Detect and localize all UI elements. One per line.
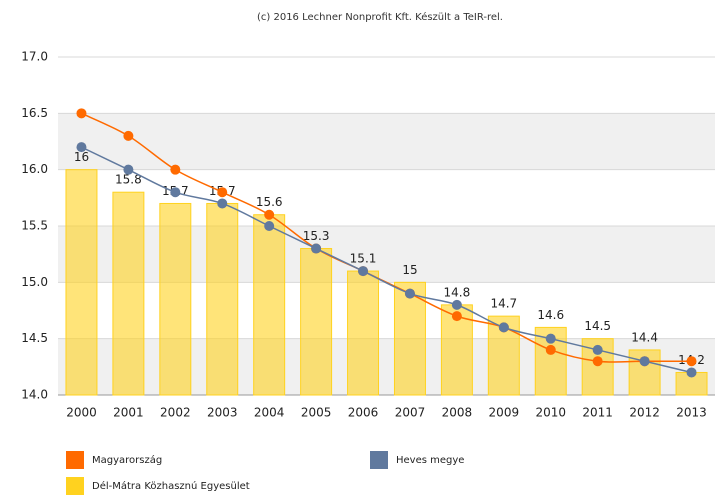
x-tick-label: 2005 — [301, 406, 332, 420]
point — [217, 187, 228, 198]
y-tick-label: 15.5 — [21, 219, 48, 233]
bar — [65, 169, 98, 396]
point — [76, 142, 87, 153]
point — [639, 356, 650, 367]
data-label: 15.8 — [115, 173, 142, 187]
x-tick-label: 2013 — [676, 406, 707, 420]
point — [498, 322, 509, 333]
point — [592, 344, 603, 355]
y-tick-label: 17.0 — [21, 50, 48, 64]
x-tick-label: 2010 — [535, 406, 566, 420]
bar — [253, 214, 286, 396]
x-tick-label: 2008 — [442, 406, 473, 420]
data-label: 15.1 — [350, 252, 377, 266]
x-tick-label: 2004 — [254, 406, 285, 420]
point — [311, 243, 322, 254]
point — [545, 333, 556, 344]
grid-band — [58, 226, 715, 283]
data-label: 14.4 — [631, 330, 658, 344]
point — [170, 187, 181, 198]
bar — [206, 202, 239, 396]
x-tick-label: 2011 — [582, 406, 613, 420]
point — [451, 299, 462, 310]
legend-label: Dél-Mátra Közhasznú Egyesület — [92, 480, 250, 492]
bar — [159, 202, 192, 396]
data-label: 15.6 — [256, 195, 283, 209]
x-tick-label: 2007 — [395, 406, 426, 420]
x-tick-label: 2012 — [629, 406, 660, 420]
legend-swatch — [66, 477, 84, 495]
bar — [347, 270, 380, 396]
point — [686, 356, 697, 367]
point — [170, 164, 181, 175]
grid-band — [58, 113, 715, 170]
point — [545, 344, 556, 355]
data-label: 16 — [74, 150, 89, 164]
legend-swatch — [370, 451, 388, 469]
grid-band — [58, 338, 715, 395]
chart-title: (c) 2016 Lechner Nonprofit Kft. Készült … — [257, 11, 503, 23]
y-tick-label: 16.0 — [21, 162, 48, 176]
point — [123, 164, 134, 175]
bar — [628, 349, 661, 396]
point — [123, 130, 134, 141]
point — [451, 311, 462, 322]
bar — [440, 304, 473, 396]
y-tick-label: 14.5 — [21, 331, 48, 345]
bar — [393, 281, 426, 396]
point — [217, 198, 228, 209]
point — [404, 288, 415, 299]
point — [592, 356, 603, 367]
y-tick-label: 15.0 — [21, 275, 48, 289]
legend-label: Magyarország — [92, 454, 162, 466]
legend-swatch — [66, 451, 84, 469]
x-tick-label: 2009 — [489, 406, 520, 420]
data-label: 14.7 — [490, 297, 517, 311]
data-label: 14.8 — [444, 285, 471, 299]
point — [686, 367, 697, 378]
legend-label: Heves megye — [396, 455, 464, 466]
bar — [300, 248, 333, 396]
data-label: 15 — [402, 263, 417, 277]
point — [264, 221, 275, 231]
x-tick-label: 2001 — [113, 406, 144, 420]
point — [358, 266, 369, 277]
x-tick-label: 2000 — [66, 406, 97, 420]
bar — [112, 191, 145, 396]
data-label: 14.5 — [584, 319, 611, 333]
y-tick-label: 16.5 — [21, 106, 48, 120]
point — [264, 209, 275, 220]
x-tick-label: 2003 — [207, 406, 238, 420]
data-label: 14.6 — [537, 308, 564, 322]
x-tick-label: 2002 — [160, 406, 191, 420]
data-label: 15.3 — [303, 229, 330, 243]
point — [76, 108, 87, 119]
x-tick-label: 2006 — [348, 406, 379, 420]
y-tick-label: 14.0 — [21, 388, 48, 402]
